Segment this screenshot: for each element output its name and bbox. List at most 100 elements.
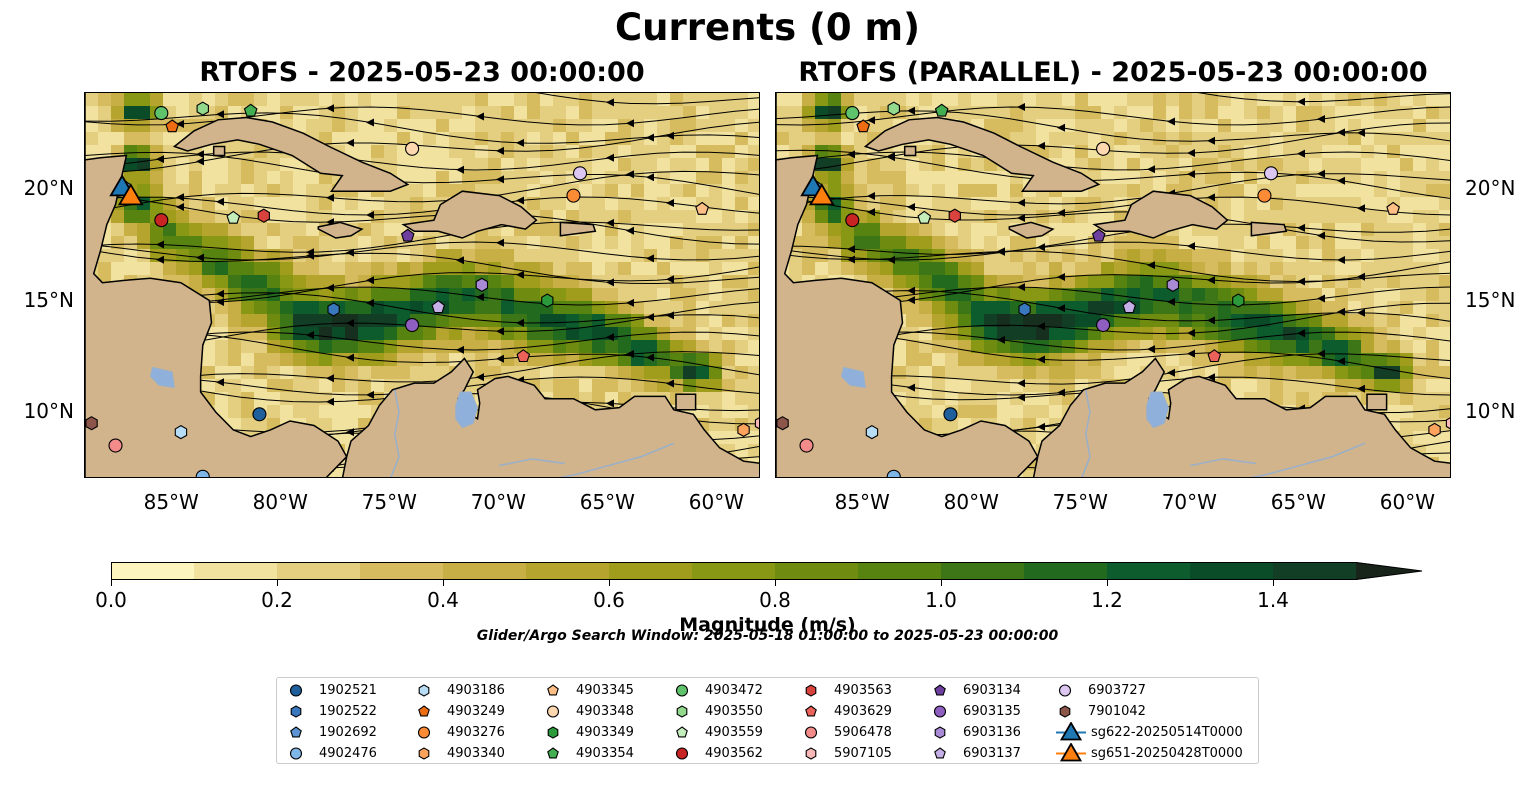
- platform-marker-1902522-rtofs: [327, 302, 340, 317]
- legend-item: 6903135: [931, 701, 1021, 722]
- colorbar-segment: [194, 562, 278, 580]
- legend-label: 4903345: [576, 683, 634, 698]
- colorbar-segment: [360, 562, 444, 580]
- legend-label: 4903349: [576, 725, 634, 740]
- colorbar-segment: [858, 562, 942, 580]
- lake-nicaragua: [840, 366, 866, 389]
- legend-label: 4903249: [447, 704, 505, 719]
- x-tick-label: 85°W: [834, 490, 890, 514]
- legend-label: 6903134: [963, 683, 1021, 698]
- platform-marker-1902521-rtofs: [252, 407, 267, 422]
- legend-item: 1902521: [287, 680, 377, 701]
- platform-marker-6903727-rtofs: [572, 166, 588, 181]
- orinoco-river: [559, 442, 675, 477]
- platform-marker-1902522-parallel: [1018, 302, 1031, 317]
- x-tick-label: 75°W: [361, 490, 417, 514]
- platform-marker-6903137-rtofs: [431, 300, 446, 314]
- platform-marker-4903559-rtofs: [226, 210, 241, 224]
- legend-label: 6903135: [963, 704, 1021, 719]
- colorbar-tick-label: 1.2: [1091, 588, 1123, 612]
- y-tick-label: 10°N: [23, 399, 74, 424]
- platform-marker-4902476-parallel: [886, 469, 901, 477]
- legend-label: 5906478: [834, 725, 892, 740]
- legend-swatch-6903136: [934, 726, 946, 739]
- colorbar-label: Magnitude (m/s): [679, 614, 856, 636]
- colorbar-tick-mark: [111, 580, 112, 586]
- legend-item: 4902476: [287, 743, 377, 764]
- y-tick-label: 10°N: [1465, 399, 1516, 424]
- land-puerto-rico: [559, 221, 597, 237]
- lake-nicaragua: [149, 366, 175, 389]
- legend-item: 4903348: [544, 701, 634, 722]
- colorbar-tick-label: 0.2: [261, 588, 293, 612]
- colorbar-segment: [1273, 562, 1357, 580]
- platform-marker-6903136-rtofs: [475, 277, 489, 293]
- colorbar-segment: [1190, 562, 1274, 580]
- platform-marker-6903135-parallel: [1096, 317, 1111, 333]
- legend-swatch-1902522: [290, 705, 302, 718]
- legend-swatch-4903563: [805, 684, 817, 697]
- y-tick-label: 20°N: [23, 175, 74, 200]
- platform-marker-4903340-parallel: [1428, 422, 1441, 438]
- legend-item: 1902692: [287, 722, 377, 743]
- land-masses: [85, 93, 759, 477]
- legend-swatch-4903472: [675, 684, 689, 697]
- x-tick-label: 60°W: [688, 490, 744, 514]
- platform-marker-4903550-rtofs: [196, 101, 209, 116]
- x-tick-label: 80°W: [943, 490, 999, 514]
- x-tick-label: 80°W: [252, 490, 308, 514]
- platform-marker-sg651-20250428T0000-rtofs: [117, 183, 144, 206]
- platform-marker-4903345-parallel: [1386, 201, 1400, 215]
- colorbar-segment: [526, 562, 610, 580]
- legend-item: 4903345: [544, 680, 634, 701]
- y-tick-label: 15°N: [23, 287, 74, 312]
- legend-swatch-1902692: [290, 726, 302, 738]
- legend-swatch-6903137: [934, 747, 946, 759]
- legend-item: 5907105: [802, 743, 892, 764]
- left-panel-title: RTOFS - 2025-05-23 00:00:00: [199, 57, 645, 88]
- colorbar-tick-label: 0.4: [427, 588, 459, 612]
- land-puerto-rico: [1250, 221, 1288, 237]
- legend-label: 4903276: [447, 725, 505, 740]
- legend-item: 4903249: [415, 701, 505, 722]
- legend-label: 1902521: [319, 683, 377, 698]
- colorbar-segment: [941, 562, 1025, 580]
- land-central-america: [85, 93, 348, 477]
- colorbar-segment: [277, 562, 361, 580]
- platform-marker-sg651-20250428T0000-parallel: [808, 183, 835, 206]
- platform-markers: [85, 101, 759, 477]
- land-jamaica: [317, 221, 364, 239]
- legend-swatch-4903249: [418, 705, 430, 717]
- colorbar-tick-mark: [443, 580, 444, 586]
- legend-label: 4903348: [576, 704, 634, 719]
- platform-marker-4903340-rtofs: [737, 422, 750, 438]
- legend-item: 4903559: [673, 722, 763, 743]
- x-tick-label: 85°W: [143, 490, 199, 514]
- legend-item: 6903136: [931, 722, 1021, 743]
- platform-markers: [776, 101, 1450, 477]
- land-central-america: [776, 93, 1039, 477]
- legend-swatch-4903186: [418, 684, 430, 697]
- apure-river: [499, 458, 565, 467]
- legend-item: 6903727: [1056, 680, 1146, 701]
- legend-item: 4903562: [673, 743, 763, 764]
- colorbar-segment: [111, 562, 195, 580]
- land-trinidad: [1366, 393, 1388, 411]
- search-window-note: Glider/Argo Search Window: 2025-05-18 01…: [476, 628, 1059, 644]
- colorbar-tick-mark: [1273, 580, 1274, 586]
- platform-marker-5906478-rtofs: [108, 438, 123, 453]
- legend-label: 4903562: [705, 746, 763, 761]
- platform-marker-4903472-rtofs: [154, 106, 169, 121]
- platform-marker-6903136-parallel: [1166, 277, 1180, 293]
- platform-marker-4903249-rtofs: [165, 119, 180, 133]
- platform-marker-4903186-parallel: [865, 424, 879, 440]
- lake-maracaibo: [455, 391, 479, 429]
- platform-marker-4902476-rtofs: [195, 469, 210, 477]
- platform-marker-7901042-parallel: [776, 416, 789, 431]
- legend-swatch-4903629: [805, 705, 817, 717]
- platform-marker-7901042-rtofs: [85, 416, 98, 431]
- legend-item: 4903629: [802, 701, 892, 722]
- legend-label: 6903727: [1088, 683, 1146, 698]
- apure-river: [1190, 458, 1256, 467]
